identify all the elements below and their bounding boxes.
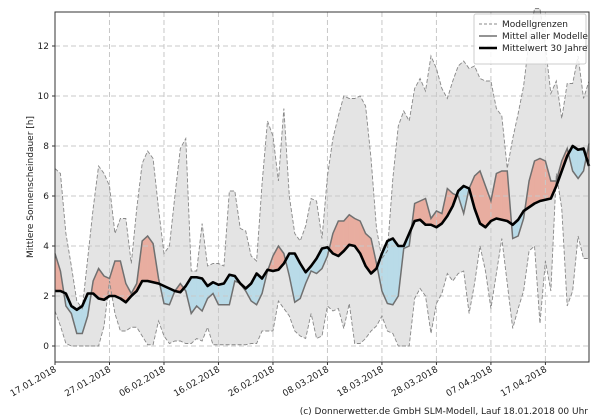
- legend-item-mittelwert-30-jahre: Mittelwert 30 Jahre: [502, 44, 588, 54]
- climate-mean-30y-line: [55, 144, 591, 312]
- y-tick-label: 8: [43, 142, 49, 152]
- x-tick-label: 17.04.2018: [499, 365, 549, 400]
- x-tick-label: 08.03.2018: [281, 365, 331, 400]
- legend-item-modellgrenzen: Modellgrenzen: [502, 20, 568, 30]
- below-normal-fill: [392, 237, 399, 306]
- y-axis: 0 2 4 6 8 10 12: [38, 42, 55, 352]
- above-normal-fill: [141, 235, 148, 282]
- above-normal-fill: [349, 214, 355, 247]
- above-normal-fill: [534, 158, 541, 204]
- x-tick-label: 06.02.2018: [118, 365, 168, 400]
- x-tick-label: 07.04.2018: [445, 365, 495, 400]
- below-normal-fill: [218, 283, 225, 305]
- legend-box: [473, 13, 587, 65]
- chart-lines: [54, 8, 591, 347]
- legend: Modellgrenzen Mittel aller Modelle Mitte…: [473, 13, 588, 65]
- x-tick-label: 26.02.2018: [227, 365, 277, 400]
- upper-model-bound-line: [54, 8, 590, 310]
- x-tick-label: 27.01.2018: [63, 365, 113, 400]
- model-mean-line: [54, 143, 590, 335]
- x-tick-label: 28.03.2018: [390, 365, 440, 400]
- y-tick-label: 2: [43, 292, 49, 302]
- plot-frame: [54, 11, 590, 363]
- y-tick-label: 0: [43, 342, 49, 352]
- above-normal-fill: [539, 158, 546, 202]
- x-tick-label: 16.02.2018: [172, 365, 222, 400]
- y-tick-label: 6: [43, 192, 49, 202]
- legend-item-mittel-aller-modelle: Mittel aller Modelle: [502, 32, 588, 42]
- below-normal-fill: [387, 238, 394, 306]
- y-tick-label: 12: [38, 42, 49, 52]
- model-range-band: [55, 8, 589, 346]
- x-tick-label: 18.03.2018: [336, 365, 386, 400]
- above-normal-fill: [114, 260, 121, 299]
- x-tick-label: 17.01.2018: [9, 365, 59, 400]
- copyright-footer: (c) Donnerwetter.de GmbH SLM-Modell, Lau…: [300, 407, 589, 417]
- above-normal-fill: [496, 170, 503, 221]
- grid: [54, 12, 589, 362]
- y-axis-label: Mittlere Sonnenscheindauer [h]: [26, 116, 36, 258]
- y-tick-label: 10: [38, 92, 50, 102]
- x-axis: 17.01.2018 27.01.2018 06.02.2018 16.02.2018…: [9, 362, 549, 399]
- y-tick-label: 4: [43, 242, 49, 252]
- above-normal-fill: [414, 200, 421, 222]
- lower-model-bound-line: [54, 173, 589, 347]
